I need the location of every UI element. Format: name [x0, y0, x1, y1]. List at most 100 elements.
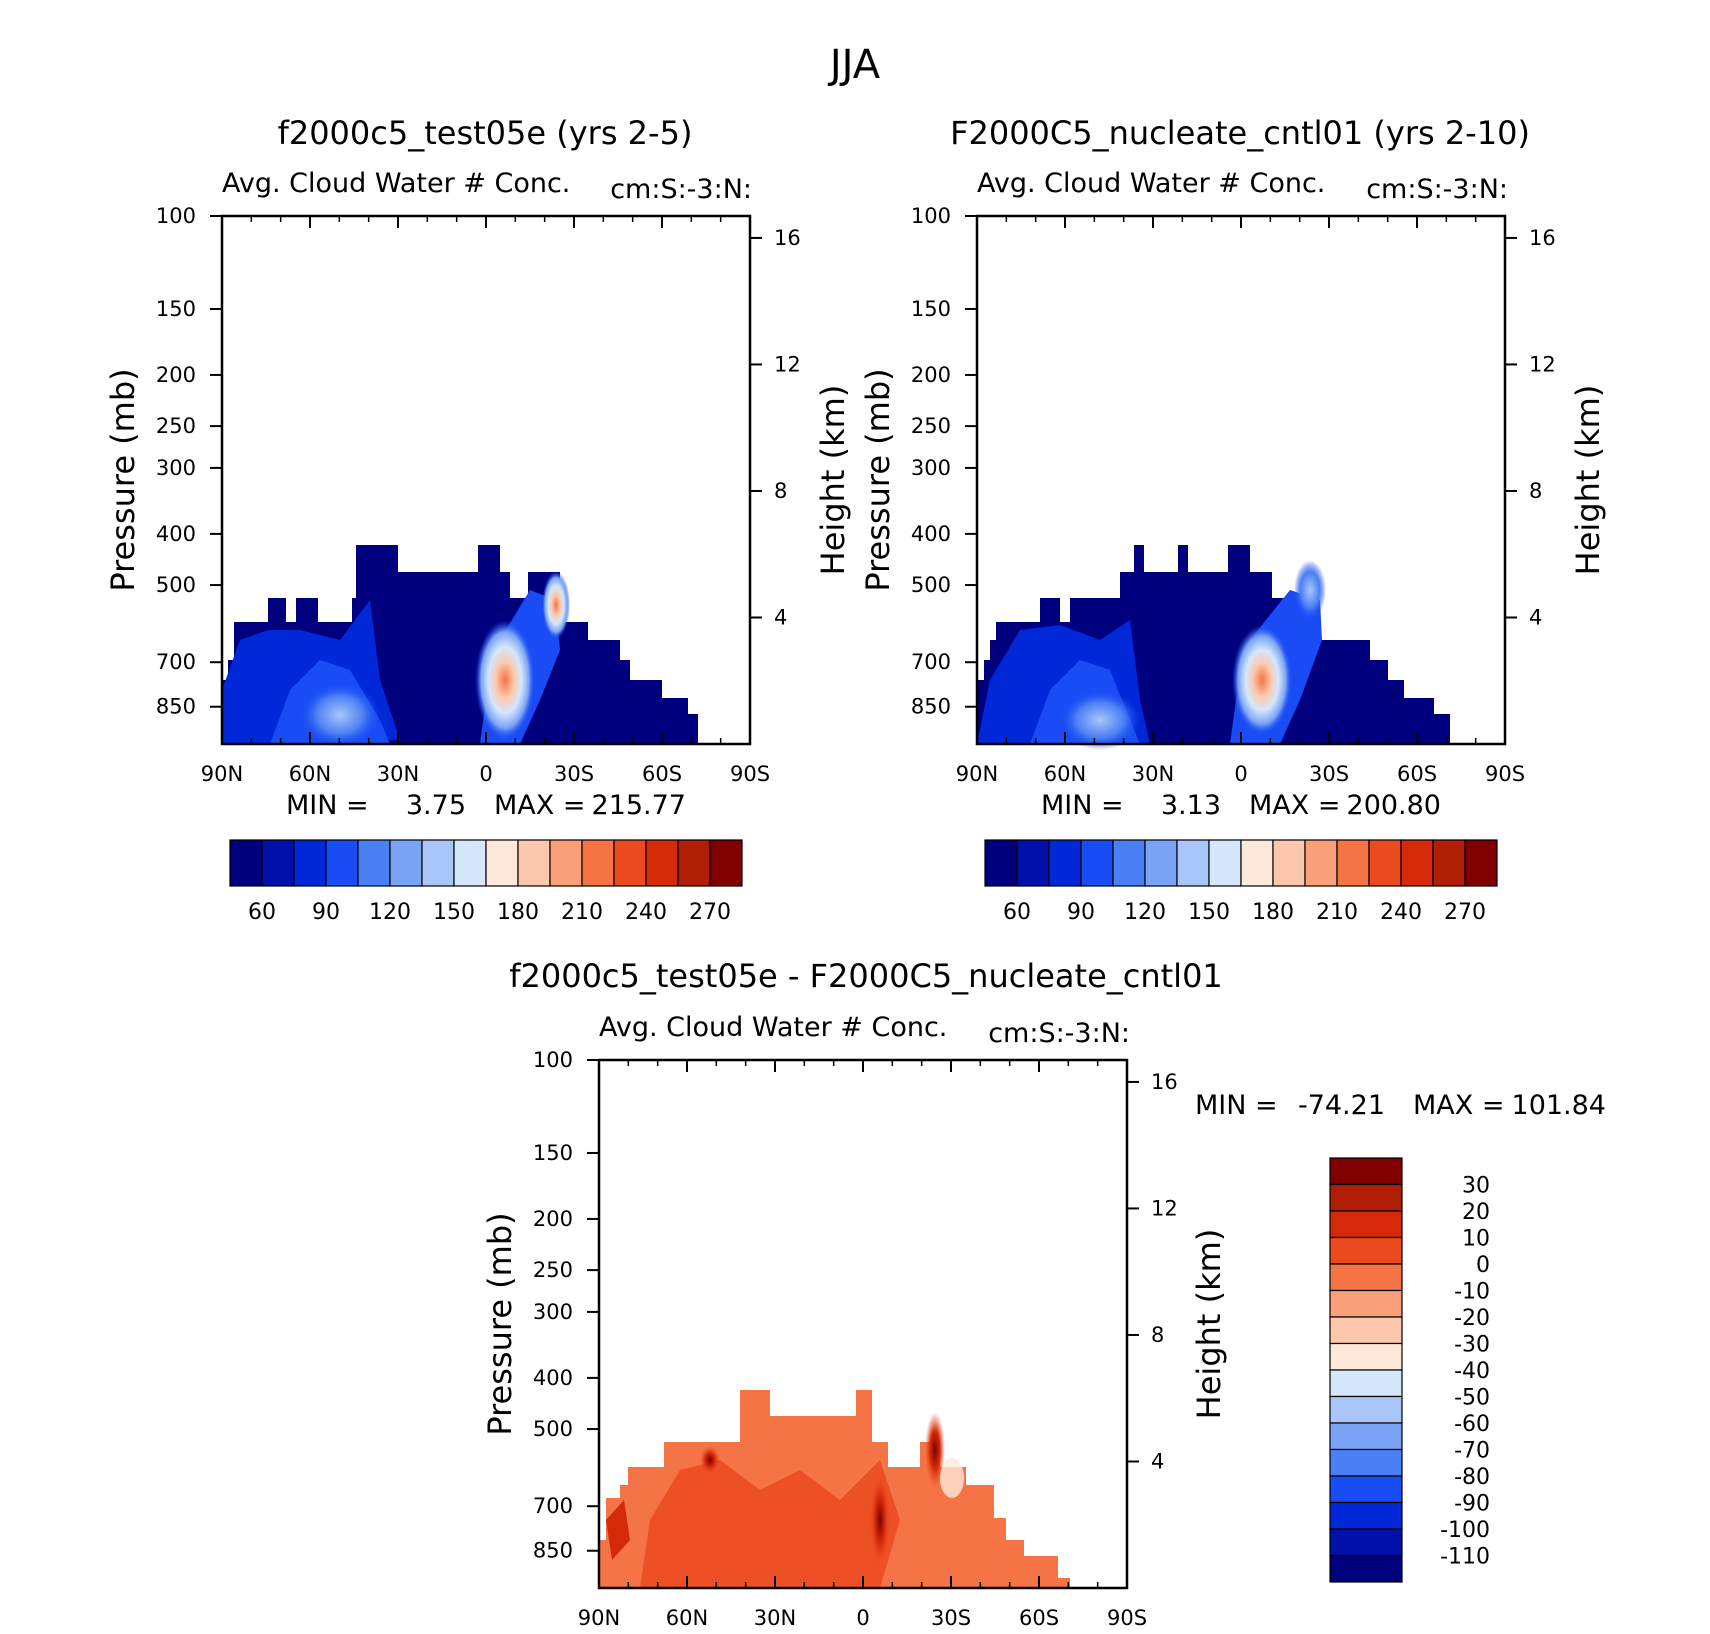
panel-subtitle-left: Avg. Cloud Water # Conc. — [977, 168, 1325, 199]
colorbar-swatch — [1329, 1210, 1403, 1239]
y-tick-label: 850 — [533, 1539, 573, 1563]
y-tick-label: 300 — [156, 456, 196, 480]
colorbar-swatch — [709, 839, 743, 887]
colorbar-swatch — [1016, 839, 1050, 887]
max-label: MAX = — [494, 790, 585, 821]
colorbar-label: 270 — [689, 900, 731, 925]
y-axis-label: Pressure (mb) — [104, 368, 142, 591]
panel-test05e: f2000c5_test05e (yrs 2-5) Avg. Cloud Wat… — [104, 114, 852, 925]
y-right-tick-label: 16 — [1529, 226, 1556, 250]
colorbar-label: 240 — [625, 900, 667, 925]
colorbar-label: -10 — [1454, 1280, 1490, 1305]
x-tick-label: 60N — [666, 1606, 708, 1630]
axis-ticks: 90N 60N 30N 0 30S 60S 90S 100 150 200 250 300 400 500… — [533, 1048, 1178, 1630]
colorbar-label: 60 — [248, 900, 276, 925]
min-value: 3.75 — [406, 790, 466, 821]
y-tick-label: 500 — [533, 1417, 573, 1441]
y-tick-label: 100 — [156, 204, 196, 228]
colorbar-label: 240 — [1380, 900, 1422, 925]
y-right-tick-label: 12 — [1529, 352, 1556, 376]
panel-cntl01: F2000C5_nucleate_cntl01 (yrs 2-10) Avg. … — [859, 114, 1607, 925]
max-label: MAX = — [1413, 1090, 1504, 1121]
stats: MIN = 3.75 MAX = 215.77 — [286, 790, 686, 821]
y-tick-label: 500 — [911, 573, 951, 597]
colorbar-swatch — [293, 839, 327, 887]
min-label: MIN = — [286, 790, 369, 821]
x-tick-label: 30N — [754, 1606, 796, 1630]
max-value: 101.84 — [1512, 1090, 1606, 1121]
colorbar-label: 210 — [561, 900, 603, 925]
y-right-tick-label: 12 — [774, 352, 801, 376]
panel-subtitle-right: cm:S:-3:N: — [610, 174, 752, 205]
colorbar-swatch — [1329, 1448, 1403, 1477]
colorbar-swatch — [1329, 1554, 1403, 1583]
x-tick-label: 0 — [856, 1606, 869, 1630]
colorbar-swatch — [1240, 839, 1274, 887]
colorbar-swatch — [1329, 1369, 1403, 1398]
y-tick-label: 200 — [533, 1207, 573, 1231]
colorbar-swatch — [421, 839, 455, 887]
x-tick-label: 90N — [201, 762, 243, 786]
colorbar-label: 120 — [369, 900, 411, 925]
plot-field — [599, 1390, 1070, 1588]
colorbar-swatch — [1329, 1157, 1403, 1186]
panel-subtitle-left: Avg. Cloud Water # Conc. — [222, 168, 570, 199]
y-axis-label: Pressure (mb) — [859, 368, 897, 591]
min-label: MIN = — [1195, 1090, 1278, 1121]
y-right-tick-label: 16 — [1151, 1070, 1178, 1094]
y-right-tick-label: 12 — [1151, 1196, 1178, 1220]
x-tick-label: 90S — [730, 762, 770, 786]
y-right-tick-label: 8 — [1529, 479, 1542, 503]
colorbar-label: 180 — [497, 900, 539, 925]
figure-title: JJA — [827, 42, 881, 88]
colorbar: 3020100-10-20-30-40-50-60-70-80-90-100-1… — [1329, 1157, 1490, 1583]
colorbar-label: -70 — [1454, 1439, 1490, 1464]
y-tick-label: 200 — [911, 363, 951, 387]
colorbar-swatch — [984, 839, 1018, 887]
x-tick-label: 30S — [931, 1606, 971, 1630]
colorbar-label: 270 — [1444, 900, 1486, 925]
stats: MIN = 3.13 MAX = 200.80 — [1041, 790, 1441, 821]
y-axis-label-right: Height (km) — [814, 385, 852, 576]
panel-difference: f2000c5_test05e - F2000C5_nucleate_cntl0… — [481, 957, 1606, 1630]
y-tick-label: 300 — [911, 456, 951, 480]
colorbar-label: -50 — [1454, 1386, 1490, 1411]
y-tick-label: 150 — [911, 297, 951, 321]
colorbar-swatch — [1144, 839, 1178, 887]
colorbar-swatch — [1080, 839, 1114, 887]
x-tick-label: 60S — [1019, 1606, 1059, 1630]
colorbar-swatch — [549, 839, 583, 887]
y-axis-label-right: Height (km) — [1569, 385, 1607, 576]
colorbar-label: 10 — [1462, 1227, 1490, 1252]
x-tick-label: 30N — [1132, 762, 1174, 786]
colorbar: 60 90 120 150 180 210 240 270 — [229, 839, 743, 925]
colorbar-label: 150 — [433, 900, 475, 925]
colorbar-label: 90 — [312, 900, 340, 925]
y-tick-label: 250 — [533, 1258, 573, 1282]
panel-subtitle-left: Avg. Cloud Water # Conc. — [599, 1012, 947, 1043]
y-tick-label: 300 — [533, 1300, 573, 1324]
y-tick-label: 850 — [911, 695, 951, 719]
plot-field — [222, 545, 698, 747]
colorbar-swatch — [1208, 839, 1242, 887]
panel-title: f2000c5_test05e (yrs 2-5) — [278, 114, 693, 152]
colorbar-label: 180 — [1252, 900, 1294, 925]
colorbar-label: -110 — [1440, 1545, 1490, 1570]
colorbar-swatch — [1368, 839, 1402, 887]
y-tick-label: 700 — [911, 650, 951, 674]
y-tick-label: 200 — [156, 363, 196, 387]
colorbar-label: 0 — [1476, 1253, 1490, 1278]
colorbar-swatch — [1432, 839, 1466, 887]
x-tick-label: 90S — [1107, 1606, 1147, 1630]
colorbar-swatch — [645, 839, 679, 887]
colorbar-swatch — [1464, 839, 1498, 887]
y-tick-label: 150 — [156, 297, 196, 321]
x-tick-label: 90N — [578, 1606, 620, 1630]
colorbar-label: 150 — [1188, 900, 1230, 925]
colorbar-swatch — [1304, 839, 1338, 887]
colorbar-swatch — [1048, 839, 1082, 887]
colorbar-label: -20 — [1454, 1306, 1490, 1331]
colorbar-swatch — [1329, 1395, 1403, 1424]
colorbar-swatch — [1329, 1501, 1403, 1530]
